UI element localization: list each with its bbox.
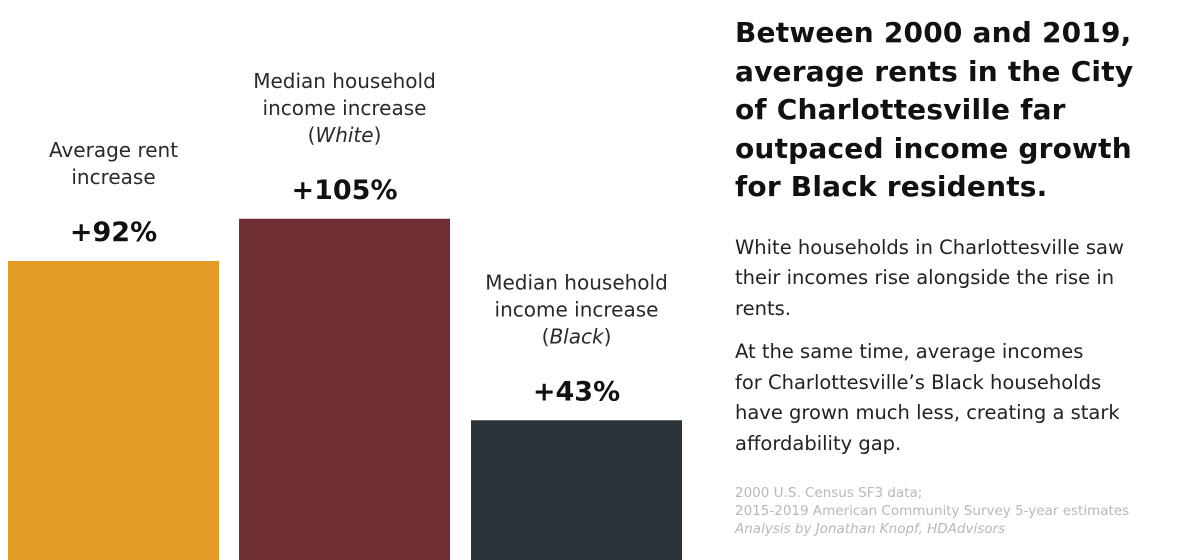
paragraph-line: rents.: [735, 296, 791, 320]
category-label-line: increase: [71, 165, 155, 189]
headline-line: of Charlottesville far: [735, 93, 1066, 126]
text-panel: Between 2000 and 2019, average rents in …: [735, 14, 1185, 538]
analysis-credit: Analysis by Jonathan Knopf, HDAdvisors: [735, 521, 1006, 537]
category-label-line: (Black): [542, 324, 612, 348]
paragraph-black-households: At the same time, average incomes for Ch…: [735, 337, 1185, 459]
bar-value-label: +92%: [70, 217, 157, 248]
bar-value-label: +43%: [533, 376, 620, 407]
headline-line: Between 2000 and 2019,: [735, 16, 1132, 49]
paragraph-line: At the same time, average incomes: [735, 340, 1084, 363]
category-label-line: (White): [308, 123, 382, 147]
headline-line: average rents in the City: [735, 54, 1134, 88]
category-label-line: income increase: [263, 96, 427, 120]
bar-chart: +92% Average rent increase +105% Median hous…: [8, 69, 682, 560]
headline: Between 2000 and 2019, average rents in …: [735, 14, 1185, 207]
paragraph-line: have grown much less, creating a stark: [735, 401, 1120, 424]
paragraph-line: affordability gap.: [735, 431, 902, 455]
bar-1: [8, 261, 219, 560]
category-label-line: Median household: [485, 270, 668, 294]
category-label-line: Average rent: [49, 138, 178, 162]
paragraph-line: White households in Charlottesville saw: [735, 235, 1124, 259]
paragraph-white-households: White households in Charlottesville saw …: [735, 233, 1185, 325]
headline-line: for Black residents.: [735, 170, 1048, 203]
paragraph-line: for Charlottesville’s Black households: [735, 370, 1102, 394]
source-line: 2000 U.S. Census SF3 data;: [735, 485, 923, 501]
source-line: 2015-2019 American Community Survey 5-ye…: [735, 503, 1130, 519]
bar-value-label: +105%: [291, 175, 397, 206]
paragraph-line: their incomes rise alongside the rise in: [735, 266, 1115, 289]
headline-line: outpaced income growth: [735, 131, 1132, 165]
bar-2: [239, 218, 450, 560]
category-label-line: Median household: [253, 69, 436, 93]
bar-3: [471, 420, 682, 560]
category-label-line: income increase: [495, 297, 659, 321]
sources-note: 2000 U.S. Census SF3 data; 2015-2019 Ame…: [735, 484, 1185, 538]
